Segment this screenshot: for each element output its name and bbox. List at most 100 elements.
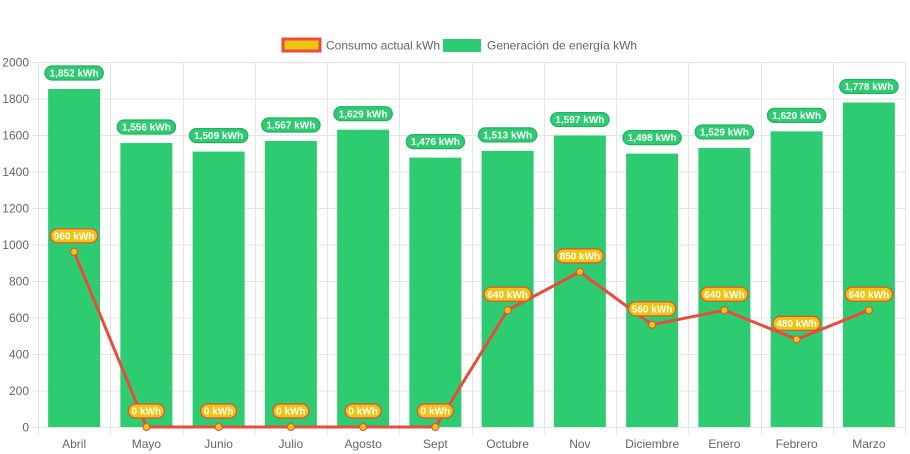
legend-label-generacion: Generación de energía kWh: [487, 39, 637, 53]
bar-data-label: 1,498 kWh: [628, 133, 677, 144]
x-tick-label: Sept: [423, 437, 448, 451]
line-data-label-bg: [272, 403, 310, 419]
line-point: [431, 423, 440, 431]
bar-data-label-bg: [44, 65, 104, 81]
line-point: [792, 335, 801, 344]
line-point: [286, 423, 295, 431]
axis-layer: 0 200 400 600 800 1000 1200 1400 1600 1800 2000 Abr…: [2, 56, 886, 452]
bar-data-label-bg: [766, 107, 827, 123]
bar-data-label-bg: [694, 124, 755, 140]
legend-item-generacion[interactable]: Generación de energía kWh: [443, 39, 637, 53]
line-series-consumo: [72, 251, 870, 429]
bar-data-label: 1,529 kWh: [700, 128, 749, 139]
bar-data-label: 1,852 kWh: [50, 69, 99, 80]
line-data-label-bg: [127, 403, 165, 419]
line-point: [359, 423, 368, 431]
bar-data-label: 1,509 kWh: [194, 131, 243, 142]
bar-data-label-bg: [405, 134, 466, 150]
line-data-label-bg: [555, 248, 605, 264]
y-tick-label: 600: [9, 311, 29, 325]
legend-label-consumo: Consumo actual kWh: [326, 39, 440, 53]
bar-data-label: 1,556 kWh: [122, 123, 171, 134]
line-data-label: 560 kWh: [632, 304, 673, 315]
x-tick-label: Julio: [279, 437, 304, 451]
line-data-label-bg: [416, 403, 454, 419]
x-tick-label: Agosto: [344, 437, 382, 451]
line-data-label: 960 kWh: [54, 231, 95, 242]
line-point: [575, 267, 584, 276]
line-point: [648, 320, 657, 329]
bar-data-label-bg: [333, 106, 393, 122]
bar: [120, 143, 173, 427]
line-data-label-bg: [772, 315, 821, 331]
bar: [48, 89, 101, 427]
bar: [842, 102, 895, 427]
bar: [337, 129, 390, 427]
x-tick-label: Octubre: [486, 437, 529, 451]
x-tick-label: Junio: [204, 437, 233, 451]
line-data-label: 640 kWh: [487, 290, 528, 301]
line-data-label: 0 kWh: [132, 407, 161, 418]
x-tick-label: Marzo: [852, 437, 886, 451]
bar: [409, 157, 462, 427]
y-tick-label: 0: [22, 421, 29, 435]
y-tick-label: 800: [9, 275, 29, 289]
line-point: [503, 306, 512, 315]
bar-data-label: 1,778 kWh: [844, 82, 893, 93]
y-tick-label: 1400: [2, 165, 29, 179]
y-tick-label: 1000: [2, 238, 29, 252]
bar-data-label: 1,620 kWh: [772, 111, 821, 122]
bar-data-label-bg: [261, 117, 321, 133]
line-data-label: 640 kWh: [849, 290, 890, 301]
line-data-label: 480 kWh: [776, 319, 817, 330]
line-point: [142, 423, 151, 431]
legend-swatch-consumo: [281, 37, 322, 53]
legend-swatch-generacion: [443, 39, 481, 52]
line-data-label-bg: [344, 403, 382, 419]
bar-data-label-bg: [116, 119, 177, 135]
x-tick-label: Diciembre: [625, 437, 679, 451]
line-point: [70, 247, 79, 256]
line-data-label-bg: [627, 301, 677, 317]
bar-data-label-bg: [839, 78, 899, 95]
y-tick-label: 1600: [2, 129, 29, 143]
line-data-label-bg: [200, 403, 238, 419]
x-tick-label: Nov: [569, 437, 590, 451]
line-point: [864, 306, 873, 315]
line-point: [214, 423, 223, 431]
bar: [770, 131, 823, 427]
line-data-label-bg: [844, 286, 894, 302]
line-data-label: 0 kWh: [204, 407, 233, 418]
x-tick-label: Enero: [708, 437, 740, 451]
line-data-label: 0 kWh: [276, 407, 305, 418]
x-tick-label: Febrero: [776, 437, 818, 451]
line-data-label: 0 kWh: [421, 407, 450, 418]
line-data-label: 850 kWh: [560, 251, 601, 262]
line-layer: [70, 247, 873, 431]
bar: [264, 141, 317, 427]
line-data-label-bg: [700, 286, 749, 302]
x-tick-label: Mayo: [132, 437, 162, 451]
y-tick-label: 2000: [2, 56, 29, 70]
y-tick-label: 200: [9, 384, 29, 398]
y-tick-label: 1200: [2, 202, 29, 216]
y-tick-label: 1800: [2, 92, 29, 106]
bar-data-label: 1,629 kWh: [339, 109, 388, 120]
bar-data-label-bg: [622, 130, 682, 146]
bar: [192, 151, 245, 428]
bars-layer: [48, 89, 895, 428]
bar-data-label: 1,567 kWh: [266, 121, 315, 132]
bar-data-label-bg: [477, 127, 538, 143]
line-point: [720, 306, 729, 315]
line-data-label: 0 kWh: [348, 407, 377, 418]
line-data-label-bg: [49, 228, 99, 244]
data-labels-layer: 1,852 kWh 1,556 kWh 1,509 kWh 1,567 kWh 1,62…: [44, 65, 899, 419]
line-data-label: 640 kWh: [704, 290, 745, 301]
bar-data-label: 1,476 kWh: [411, 137, 460, 148]
y-tick-label: 400: [9, 348, 29, 362]
bar-data-label: 1,513 kWh: [483, 130, 532, 141]
legend: Consumo actual kWh Generación de energía…: [281, 37, 637, 53]
bar-data-label: 1,597 kWh: [555, 115, 604, 126]
legend-item-consumo[interactable]: Consumo actual kWh: [281, 37, 440, 53]
